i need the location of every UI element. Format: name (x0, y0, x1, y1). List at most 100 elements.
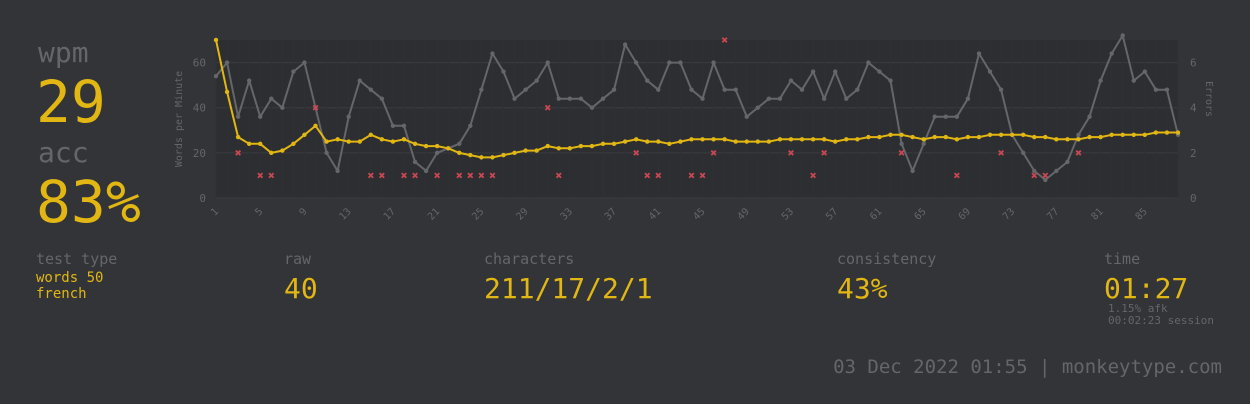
error-marker (644, 172, 651, 179)
point-raw (810, 69, 816, 74)
error-marker (710, 149, 717, 156)
point-wpm (888, 132, 893, 137)
point-wpm (401, 137, 407, 142)
point-wpm (235, 134, 241, 140)
point-raw (412, 159, 418, 165)
raw-label: raw (284, 250, 312, 268)
point-wpm (799, 137, 805, 142)
point-wpm (744, 139, 749, 144)
x-tick-label: 73 (1001, 206, 1017, 222)
point-raw (910, 168, 915, 174)
point-raw (943, 114, 948, 119)
point-raw (711, 60, 716, 65)
x-tick-label: 25 (470, 206, 486, 222)
point-wpm (468, 152, 473, 158)
point-raw (1131, 78, 1136, 83)
y-tick-label: 0 (199, 192, 206, 205)
y-tick-label: 40 (193, 102, 206, 115)
point-wpm (578, 143, 584, 149)
point-raw (976, 51, 982, 56)
point-wpm (1032, 134, 1037, 140)
error-marker (1031, 172, 1038, 179)
error-marker (467, 172, 474, 179)
point-wpm (556, 146, 561, 151)
point-wpm (976, 134, 982, 140)
x-tick-label: 9 (298, 206, 310, 218)
point-wpm (1043, 134, 1048, 140)
point-raw (1065, 159, 1070, 165)
point-raw (578, 96, 584, 101)
point-wpm (645, 139, 650, 144)
x-tick-label: 13 (338, 206, 354, 222)
point-wpm (1076, 137, 1081, 142)
point-wpm (291, 141, 296, 147)
point-raw (1032, 168, 1037, 174)
point-wpm (213, 37, 219, 43)
point-wpm (1065, 137, 1070, 142)
point-wpm (877, 134, 882, 140)
point-wpm (844, 137, 849, 142)
x-tick-label: 53 (780, 206, 796, 222)
errors-layer (235, 37, 1082, 179)
point-raw (468, 123, 473, 128)
point-raw (512, 96, 517, 101)
point-wpm (1109, 132, 1114, 137)
point-raw (1109, 51, 1114, 56)
acc-value: 83% (36, 168, 141, 236)
x-tick-label: 57 (824, 206, 840, 222)
session-text: 00:02:23 session (1108, 314, 1214, 327)
point-raw (899, 141, 904, 147)
error-marker (688, 172, 695, 179)
point-raw (401, 123, 407, 128)
point-wpm (1131, 132, 1136, 137)
point-wpm (987, 132, 993, 137)
point-raw (622, 42, 628, 47)
point-wpm (932, 134, 937, 140)
point-wpm (501, 152, 506, 158)
point-wpm (589, 143, 595, 149)
point-raw (1043, 177, 1048, 183)
point-raw (368, 87, 374, 92)
point-raw (457, 141, 462, 147)
point-raw (1153, 87, 1159, 92)
point-wpm (755, 139, 761, 144)
x-tick-label: 69 (957, 206, 973, 222)
point-raw (280, 105, 285, 110)
point-raw (501, 69, 506, 74)
point-wpm (667, 141, 672, 147)
point-raw (1142, 69, 1148, 74)
y2-axis-label: Errors (1203, 81, 1214, 117)
wpm-chart[interactable]: 0 20 40 60 0 2 4 6 1 5 9 13 17 21 25 29 33 37 41 45 49 53 57… (160, 30, 1220, 230)
point-raw (1098, 78, 1103, 83)
y-tick-label: 60 (193, 57, 206, 70)
error-marker (489, 172, 496, 179)
point-wpm (1175, 130, 1181, 135)
x-tick-label: 41 (647, 206, 663, 222)
point-raw (744, 114, 749, 119)
y2-tick-label: 4 (1190, 102, 1197, 115)
error-marker (1075, 149, 1082, 156)
point-wpm (335, 137, 340, 142)
point-raw (689, 87, 694, 92)
error-marker (401, 172, 407, 179)
wpm-label: wpm (38, 36, 89, 69)
point-wpm (434, 143, 440, 149)
point-wpm (423, 143, 429, 149)
point-raw (932, 114, 937, 119)
chart-grid (215, 40, 1179, 199)
point-wpm (346, 139, 351, 144)
point-raw (335, 168, 340, 174)
point-raw (733, 87, 738, 92)
point-raw (324, 150, 329, 156)
point-raw (921, 141, 926, 147)
error-marker (434, 172, 441, 179)
point-wpm (390, 139, 396, 144)
error-marker (367, 172, 374, 179)
error-marker (478, 172, 485, 179)
error-marker (788, 149, 794, 156)
point-raw (722, 87, 727, 92)
point-raw (766, 96, 772, 101)
point-raw (556, 96, 561, 101)
point-wpm (1020, 132, 1026, 137)
point-wpm (733, 139, 738, 144)
